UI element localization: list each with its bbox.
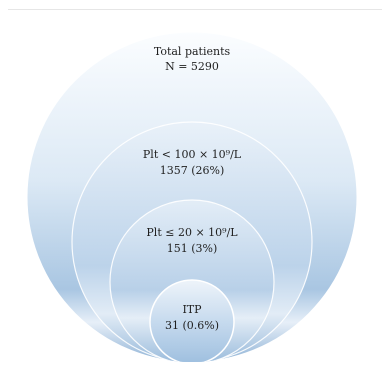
plt20-label-count: 151 (3%) bbox=[167, 242, 218, 255]
total-label-count: N = 5290 bbox=[165, 60, 219, 73]
circle-itp bbox=[149, 279, 235, 362]
plt100-label-title: Plt < 100 × 10⁹/L bbox=[143, 148, 242, 161]
plt100-label-count: 1357 (26%) bbox=[160, 164, 225, 177]
itp-label-count: 31 (0.6%) bbox=[165, 319, 219, 332]
plt20-label-title: Plt ≤ 20 × 10⁹/L bbox=[146, 226, 238, 239]
top-divider bbox=[8, 9, 382, 10]
itp-label-title: ITP bbox=[182, 303, 202, 316]
total-label-title: Total patients bbox=[154, 45, 231, 58]
